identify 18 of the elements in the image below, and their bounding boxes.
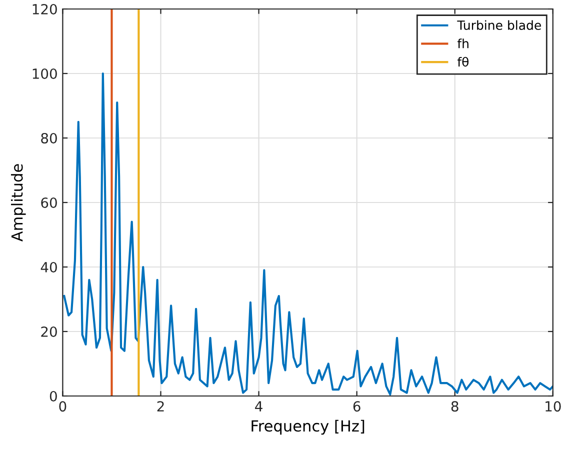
x-tick-label: 0 bbox=[59, 401, 66, 412]
y-tick-label: 20 bbox=[41, 326, 57, 337]
x-axis-title: Frequency [Hz] bbox=[252, 420, 364, 435]
y-tick-label: 120 bbox=[32, 4, 57, 14]
legend-label: fθ bbox=[457, 56, 469, 67]
y-axis-title: Amplitude bbox=[10, 164, 26, 242]
x-tick-label: 6 bbox=[353, 401, 360, 412]
x-tick-label: 2 bbox=[157, 401, 164, 412]
legend-label: Turbine blade bbox=[457, 20, 541, 30]
x-tick-label: 4 bbox=[255, 401, 262, 412]
y-tick-label: 100 bbox=[32, 68, 57, 79]
x-tick-label: 10 bbox=[546, 401, 561, 412]
legend-label: fh bbox=[457, 38, 468, 48]
y-tick-label: 80 bbox=[41, 132, 57, 144]
y-tick-label: 60 bbox=[41, 197, 57, 208]
x-tick-label: 8 bbox=[451, 401, 458, 412]
y-tick-label: 0 bbox=[50, 390, 57, 402]
y-tick-label: 40 bbox=[40, 262, 57, 272]
